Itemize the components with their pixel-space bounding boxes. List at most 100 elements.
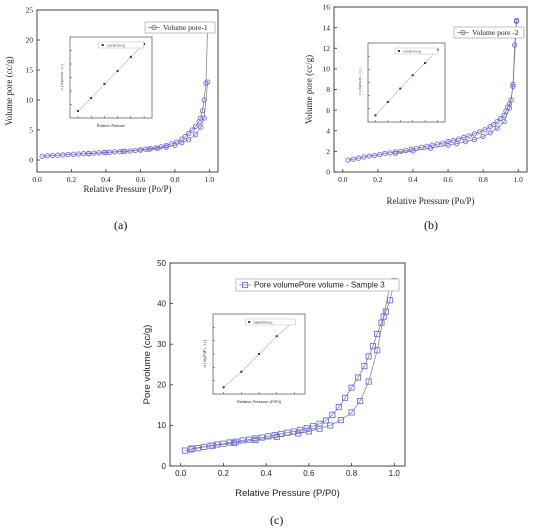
chart3-data-point (316, 425, 323, 432)
chart1-y-tick-label: 20 (26, 36, 34, 45)
chart3-y-tick-label: 40 (157, 299, 166, 308)
chart3-x-tick-label: 1.0 (389, 469, 401, 478)
chart3-data-point (297, 426, 304, 433)
chart2-data-point (455, 136, 462, 142)
chart1-data-point (179, 139, 185, 146)
chart2-inset-point (424, 62, 427, 65)
chart3-x-tick-label: 0.0 (175, 469, 187, 478)
chart2-data-point (355, 155, 362, 161)
chart2-y-tick-label: 16 (323, 3, 331, 12)
chart2-data-point (476, 129, 483, 135)
chart3-inset-legend-marker (248, 321, 251, 323)
chart1-inset-y-label: 1/ [ W((Po/P) - 1) ] (60, 64, 64, 90)
chart2-inset-point (411, 74, 414, 77)
chart3-legend-box (235, 278, 400, 292)
chart2-y-tick-label: 8 (326, 85, 330, 94)
chart1-data-point (192, 123, 199, 130)
chart3-inset-legend-label: 1/[W(P0/P)-1)] (253, 321, 272, 325)
chart3-data-point (252, 436, 259, 444)
chart3-data-point (181, 447, 189, 454)
chart3-x-tick-label: 0.8 (346, 469, 358, 478)
chart2-data-point (466, 133, 472, 139)
chart2-inset-frame (367, 42, 446, 123)
chart1-data-point (198, 115, 204, 121)
chart1-inset-point (143, 43, 146, 46)
chart3-inset-point (275, 335, 278, 338)
chart1-data-point (70, 151, 76, 157)
chart3-y-tick-label: 0 (162, 462, 167, 471)
chart3-data-point (357, 397, 364, 405)
chart2-y-tick-label: 12 (323, 44, 331, 53)
chart2-data-point (366, 153, 372, 159)
chart3-data-point (322, 417, 330, 424)
chart2-data-point (345, 157, 351, 163)
chart1-inset-point (129, 55, 132, 58)
chart3-plot-frame (169, 262, 406, 467)
chart3-data-point (310, 423, 317, 430)
chart1-series-line-2 (88, 81, 209, 155)
chart3-y-tick-label: 50 (157, 259, 166, 268)
chart1-inset-legend-marker (101, 44, 104, 46)
chart2-y-tick-label: 14 (323, 23, 331, 32)
chart1-x-tick-label: 0.4 (101, 175, 111, 184)
chart1-data-point (103, 149, 109, 156)
chart1-data-point (186, 136, 192, 143)
caption-a: (a) (114, 218, 128, 232)
chart3-inset-legend-box (244, 318, 296, 326)
chart3-data-point (374, 347, 381, 354)
chart3-data-point (245, 436, 253, 443)
chart1-data-point (189, 127, 195, 133)
chart2-data-point (498, 115, 504, 122)
chart1-legend-box (144, 21, 216, 34)
chart2-y-tick-label: 0 (326, 168, 330, 177)
chart1-data-point (55, 152, 61, 158)
chart2-x-tick-label: 0.6 (443, 175, 453, 184)
chart2-data-point (410, 148, 416, 154)
chart1-x-tick-label: 0.8 (170, 175, 180, 184)
chart2-y-tick-label: 4 (326, 126, 330, 135)
chart2-inset-point (399, 87, 402, 90)
chart2-data-point (376, 151, 383, 158)
chart2-inset-y-label: 1/ [ W((Po/P) - 1) ] (358, 69, 362, 95)
chart3-inset-point (222, 386, 225, 389)
chart3-data-point (348, 409, 355, 416)
chart1-data-point (205, 79, 211, 85)
chart3-data-point (378, 319, 385, 326)
chart2-inset-point (374, 114, 377, 117)
chart1-y-tick-label: 10 (26, 96, 34, 105)
chart2-data-point (450, 137, 456, 144)
chart2-data-point (398, 148, 404, 155)
chart3-data-point (365, 378, 372, 385)
chart2-inset-legend-box (394, 47, 438, 55)
chart1-inset-point (76, 109, 79, 112)
chart2-data-point (512, 42, 518, 48)
chart3-data-point (271, 432, 278, 439)
caption-b: (b) (424, 218, 438, 232)
chart3-data-point (386, 297, 394, 304)
chart2-data-point (494, 118, 500, 125)
chart3-x-tick-label: 0.2 (218, 469, 230, 478)
chart1-data-point (201, 115, 207, 121)
chart2-data-point (471, 131, 478, 137)
chart1-inset-x-label: Relative Pressure (97, 123, 125, 128)
chart1-inset-line (77, 43, 145, 112)
chart1-data-point (155, 145, 161, 151)
chart3-data-point (265, 433, 272, 440)
chart1-data-point (120, 148, 126, 154)
chart1-data-point (44, 153, 50, 159)
chart2-data-point (501, 118, 507, 125)
chart1-data-point (186, 130, 192, 137)
chart2-data-point (480, 133, 486, 140)
chart3-x-axis-label: Relative Pressure (P/P0) (235, 488, 340, 499)
chart1-data-point (75, 151, 82, 157)
chart3-y-axis-label: Pore volume (cc/g) (142, 325, 153, 405)
chart2-data-point (427, 145, 434, 151)
caption-c: (c) (270, 513, 284, 527)
chart3-inset-x-label: Relative Pressure (P/P0) (237, 399, 282, 404)
chart2-x-tick-label: 0.0 (338, 175, 348, 184)
chart2-legend-box (453, 26, 525, 39)
chart3-x-tick-label: 0.6 (303, 469, 315, 478)
chart3-data-point (329, 411, 336, 418)
chart2-data-point (462, 138, 469, 145)
chart1-data-point (201, 97, 207, 103)
